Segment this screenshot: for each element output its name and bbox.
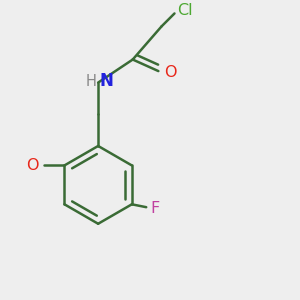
Text: O: O bbox=[26, 158, 38, 173]
Text: F: F bbox=[151, 201, 160, 216]
Text: H: H bbox=[86, 74, 97, 88]
Text: O: O bbox=[164, 65, 176, 80]
Text: Cl: Cl bbox=[177, 3, 193, 18]
Text: N: N bbox=[99, 72, 113, 90]
